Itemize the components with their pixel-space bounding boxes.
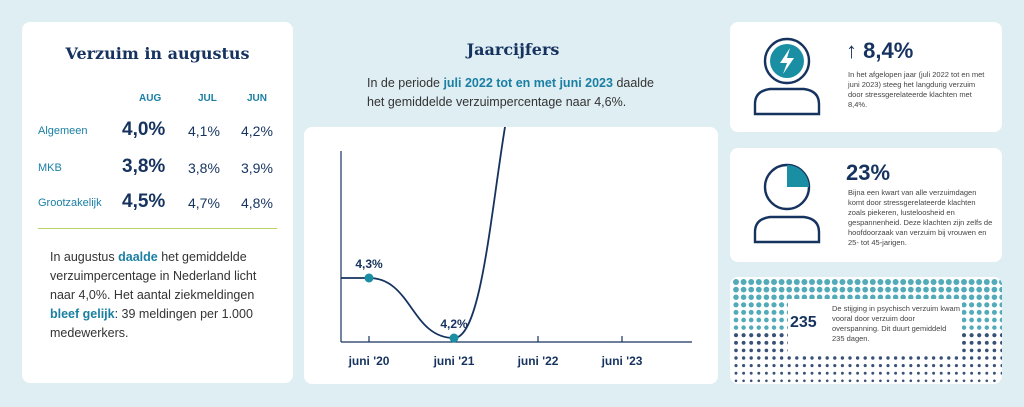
value-algemeen-aug: 4,0% bbox=[122, 119, 166, 140]
stat-duration-text: De stijging in psychisch verzuim kwam vo… bbox=[832, 304, 960, 343]
value-algemeen-jun: 4,2% bbox=[241, 123, 273, 139]
yearly-summary: In de periode juli 2022 tot en met juni … bbox=[367, 76, 654, 109]
header-jul: JUL bbox=[198, 93, 217, 104]
yearly-line-chart: juni '20 juni '21 juni '22 juni '23 4,3% 4,2… bbox=[340, 17, 692, 368]
stat-share-value: 23% bbox=[846, 160, 891, 185]
row-label-mkb: MKB bbox=[38, 162, 62, 174]
data-point bbox=[364, 273, 374, 283]
row-label-grootzakelijk: Grootzakelijk bbox=[38, 197, 102, 209]
value-grootzakelijk-aug: 4,5% bbox=[122, 191, 166, 212]
monthly-title: Verzuim in augustus bbox=[65, 44, 250, 63]
series-line bbox=[341, 37, 623, 339]
value-algemeen-jul: 4,1% bbox=[188, 123, 220, 139]
x-tick-label: juni '20 bbox=[348, 354, 390, 368]
x-tick-label: juni '23 bbox=[601, 354, 643, 368]
data-label: 4,2% bbox=[440, 317, 468, 331]
stat-card-share: 23% Bijna een kwart van alle verzuimdage… bbox=[730, 148, 1002, 262]
stat-card-longterm: ↑ 8,4% In het afgelopen jaar (juli 2022 … bbox=[730, 22, 1002, 132]
value-mkb-aug: 3,8% bbox=[122, 156, 166, 177]
pie-person-icon bbox=[753, 163, 821, 244]
value-mkb-jul: 3,8% bbox=[188, 160, 220, 176]
stat-longterm-text: In het afgelopen jaar (juli 2022 tot en … bbox=[848, 70, 985, 109]
header-aug: AUG bbox=[139, 93, 162, 104]
monthly-summary: In augustus daalde het gemiddelde verzui… bbox=[50, 250, 257, 340]
divider bbox=[38, 228, 277, 229]
stat-longterm-value: ↑ 8,4% bbox=[846, 38, 914, 63]
yearly-title: Jaarcijfers bbox=[466, 40, 560, 59]
value-grootzakelijk-jul: 4,7% bbox=[188, 195, 220, 211]
data-label: 4,3% bbox=[355, 257, 383, 271]
yearly-intro: Jaarcijfers In de periode juli 2022 tot … bbox=[305, 22, 721, 122]
monthly-absence-card: Verzuim in augustus AUG JUL JUN Algemeen… bbox=[22, 22, 293, 383]
yearly-chart-card: juni '20 juni '21 juni '22 juni '23 4,3% 4,2… bbox=[304, 17, 718, 384]
stat-share-text: Bijna een kwart van alle verzuimdagen ko… bbox=[848, 188, 993, 247]
header-jun: JUN bbox=[247, 93, 268, 104]
stat-duration-value: 235 bbox=[790, 314, 817, 331]
value-grootzakelijk-jun: 4,8% bbox=[241, 195, 273, 211]
value-mkb-jun: 3,9% bbox=[241, 160, 273, 176]
stat-card-duration: 235 De stijging in psychisch verzuim kwa… bbox=[730, 277, 1002, 384]
x-tick-label: juni '22 bbox=[517, 354, 559, 368]
row-label-algemeen: Algemeen bbox=[38, 125, 88, 137]
data-point bbox=[449, 333, 459, 343]
duration-box bbox=[788, 299, 962, 355]
lightning-person-icon bbox=[753, 37, 821, 116]
x-tick-label: juni '21 bbox=[433, 354, 475, 368]
